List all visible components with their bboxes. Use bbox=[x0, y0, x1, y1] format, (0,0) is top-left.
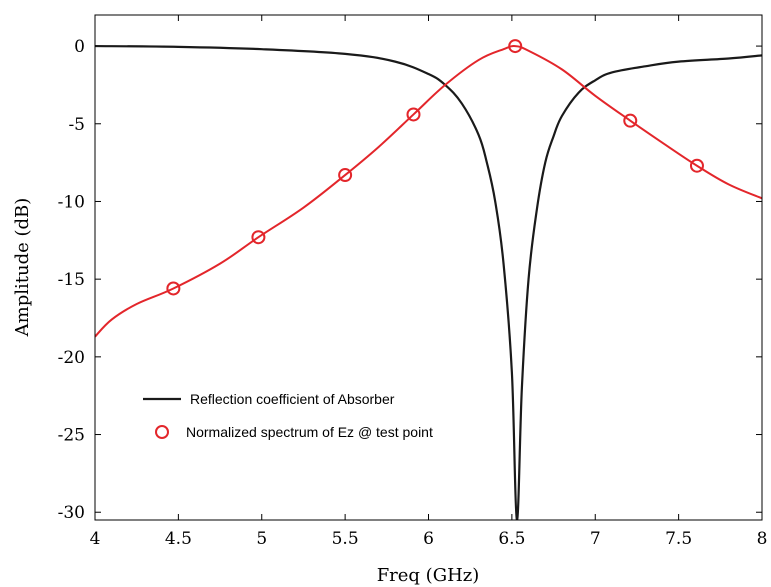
y-tick-label: -20 bbox=[58, 348, 85, 368]
tick-marks bbox=[95, 15, 762, 520]
reflection-coefficient-line bbox=[95, 46, 762, 520]
x-tick-label: 6 bbox=[423, 529, 434, 549]
y-tick-label: -25 bbox=[58, 426, 85, 446]
y-tick-label: -10 bbox=[58, 192, 85, 212]
x-tick-label: 4 bbox=[90, 529, 101, 549]
x-tick-label: 4.5 bbox=[165, 529, 192, 549]
x-tick-label: 8 bbox=[757, 529, 768, 549]
x-tick-label: 7.5 bbox=[665, 529, 692, 549]
x-tick-labels: 4 4.5 5 5.5 6 6.5 7 7.5 8 bbox=[90, 529, 768, 549]
legend-swatch-spectrum bbox=[156, 426, 168, 438]
legend-label-reflection: Reflection coefficient of Absorber bbox=[190, 391, 395, 407]
y-tick-labels: 0 -5 -10 -15 -20 -25 -30 bbox=[58, 37, 85, 523]
x-tick-label: 5.5 bbox=[332, 529, 359, 549]
y-tick-label: 0 bbox=[74, 37, 85, 57]
x-tick-label: 7 bbox=[590, 529, 601, 549]
y-tick-label: -30 bbox=[58, 503, 85, 523]
y-axis-title: Amplitude (dB) bbox=[12, 198, 33, 338]
normalized-spectrum-line bbox=[95, 46, 762, 337]
y-tick-label: -5 bbox=[68, 115, 85, 135]
x-axis-title: Freq (GHz) bbox=[377, 565, 480, 586]
plot-frame bbox=[95, 15, 762, 520]
y-tick-label: -15 bbox=[58, 270, 85, 290]
legend-label-spectrum: Normalized spectrum of Ez @ test point bbox=[186, 424, 433, 440]
x-tick-label: 6.5 bbox=[498, 529, 525, 549]
x-tick-label: 5 bbox=[256, 529, 267, 549]
series-layer bbox=[95, 40, 762, 520]
legend: Reflection coefficient of Absorber Norma… bbox=[143, 391, 433, 440]
